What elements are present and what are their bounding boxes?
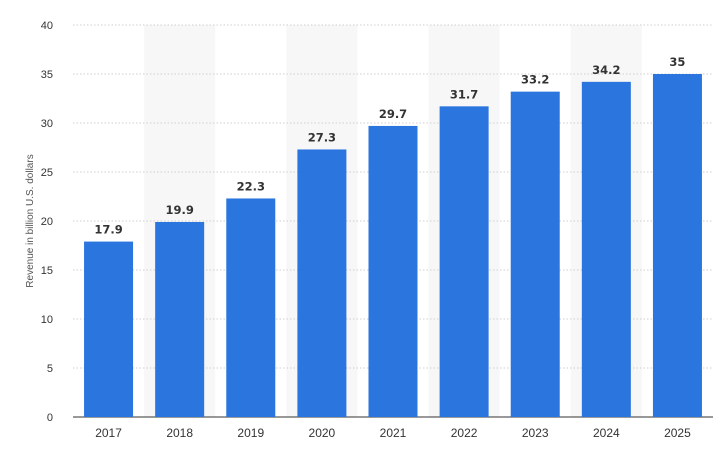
y-axis-ticks: 0 5 10 15 20 25 30 35 40 (41, 20, 53, 424)
data-label-2017: 17.9 (94, 223, 122, 237)
y-tick-label: 5 (47, 363, 53, 375)
x-tick-label-2017: 2017 (95, 426, 122, 440)
y-tick-label: 35 (41, 69, 53, 81)
data-label-2022: 31.7 (450, 87, 478, 101)
bar-2017 (84, 241, 134, 417)
y-tick-label: 40 (41, 20, 53, 32)
x-tick-label-2023: 2023 (522, 426, 549, 440)
data-label-2024: 34.2 (592, 63, 620, 77)
data-label-2018: 19.9 (165, 203, 193, 217)
bars (84, 74, 702, 417)
x-tick-label-2020: 2020 (309, 426, 336, 440)
x-tick-label-2024: 2024 (593, 426, 620, 440)
data-label-2019: 22.3 (237, 179, 265, 193)
data-labels: 17.9 19.9 22.3 27.3 29.7 31.7 33.2 34.2 35 (94, 55, 685, 237)
y-tick-label: 30 (41, 118, 53, 130)
x-tick-label-2022: 2022 (451, 426, 478, 440)
x-tick-label-2018: 2018 (166, 426, 193, 440)
data-label-2025: 35 (669, 55, 685, 69)
y-tick-label: 20 (41, 216, 53, 228)
x-tick-label-2019: 2019 (237, 426, 264, 440)
bar-2021 (368, 125, 418, 417)
x-tick-label-2025: 2025 (664, 426, 691, 440)
bar-2019 (226, 198, 276, 417)
bar-2022 (439, 106, 489, 417)
y-tick-label: 0 (47, 412, 53, 424)
data-label-2023: 33.2 (521, 73, 549, 87)
y-tick-label: 15 (41, 265, 53, 277)
data-label-2020: 27.3 (308, 130, 336, 144)
y-tick-label: 25 (41, 167, 53, 179)
y-tick-label: 10 (41, 314, 53, 326)
y-axis-label: Revenue in billion U.S. dollars (25, 154, 36, 287)
bar-2023 (510, 91, 560, 417)
bar-2020 (297, 149, 347, 417)
bar-2024 (581, 81, 631, 417)
data-label-2021: 29.7 (379, 107, 407, 121)
bar-2018 (155, 221, 205, 417)
bar-2025 (652, 74, 702, 417)
x-axis-ticks: 2017 2018 2019 2020 2021 2022 2023 2024 2025 (95, 426, 691, 440)
x-tick-label-2021: 2021 (380, 426, 407, 440)
